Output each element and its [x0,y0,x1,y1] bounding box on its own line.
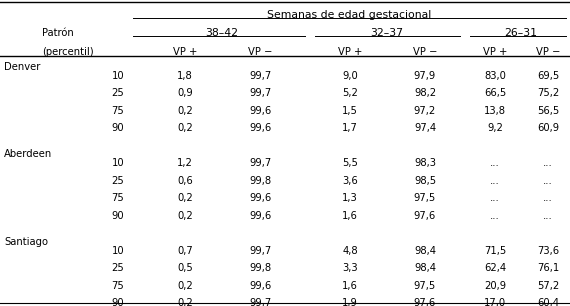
Text: 99,7: 99,7 [249,298,271,306]
Text: 99,7: 99,7 [249,71,271,80]
Text: 75: 75 [112,193,124,203]
Text: 20,9: 20,9 [484,281,506,291]
Text: ...: ... [543,193,553,203]
Text: 83,0: 83,0 [484,71,506,80]
Text: 3,3: 3,3 [342,263,358,273]
Text: VP −: VP − [248,47,272,57]
Text: 0,5: 0,5 [177,263,193,273]
Text: 97,4: 97,4 [414,123,436,133]
Text: 0,7: 0,7 [177,246,193,256]
Text: ...: ... [543,176,553,186]
Text: 69,5: 69,5 [537,71,559,80]
Text: 97,6: 97,6 [414,211,436,221]
Text: 99,8: 99,8 [249,263,271,273]
Text: 10: 10 [112,158,124,168]
Text: Santiago: Santiago [4,237,48,247]
Text: ...: ... [490,211,500,221]
Text: VP +: VP + [173,47,197,57]
Text: (percentil): (percentil) [42,47,93,57]
Text: 99,6: 99,6 [249,123,271,133]
Text: Semanas de edad gestacional: Semanas de edad gestacional [267,10,431,20]
Text: VP −: VP − [536,47,560,57]
Text: 13,8: 13,8 [484,106,506,116]
Text: 1,7: 1,7 [342,123,358,133]
Text: 26–31: 26–31 [504,28,538,38]
Text: 9,0: 9,0 [342,71,358,80]
Text: 98,5: 98,5 [414,176,436,186]
Text: 90: 90 [112,298,124,306]
Text: 25: 25 [112,176,124,186]
Text: 57,2: 57,2 [537,281,559,291]
Text: ...: ... [490,158,500,168]
Text: 98,3: 98,3 [414,158,436,168]
Text: Denver: Denver [4,62,40,72]
Text: 97,5: 97,5 [414,281,436,291]
Text: 99,7: 99,7 [249,88,271,98]
Text: 1,6: 1,6 [342,281,358,291]
Text: 75,2: 75,2 [537,88,559,98]
Text: 66,5: 66,5 [484,88,506,98]
Text: 32–37: 32–37 [370,28,404,38]
Text: 5,2: 5,2 [342,88,358,98]
Text: 99,6: 99,6 [249,106,271,116]
Text: 99,6: 99,6 [249,281,271,291]
Text: 97,5: 97,5 [414,193,436,203]
Text: 0,2: 0,2 [177,106,193,116]
Text: 98,4: 98,4 [414,263,436,273]
Text: 62,4: 62,4 [484,263,506,273]
Text: 98,4: 98,4 [414,246,436,256]
Text: 75: 75 [112,106,124,116]
Text: 9,2: 9,2 [487,123,503,133]
Text: 75: 75 [112,281,124,291]
Text: 1,5: 1,5 [342,106,358,116]
Text: 0,6: 0,6 [177,176,193,186]
Text: 3,6: 3,6 [342,176,358,186]
Text: 0,2: 0,2 [177,123,193,133]
Text: ...: ... [543,211,553,221]
Text: 90: 90 [112,211,124,221]
Text: 76,1: 76,1 [537,263,559,273]
Text: 1,8: 1,8 [177,71,193,80]
Text: 25: 25 [112,263,124,273]
Text: 0,2: 0,2 [177,211,193,221]
Text: 97,6: 97,6 [414,298,436,306]
Text: 98,2: 98,2 [414,88,436,98]
Text: 4,8: 4,8 [342,246,358,256]
Text: 99,7: 99,7 [249,246,271,256]
Text: VP +: VP + [338,47,362,57]
Text: 97,9: 97,9 [414,71,436,80]
Text: Aberdeen: Aberdeen [4,149,52,159]
Text: 60,9: 60,9 [537,123,559,133]
Text: 10: 10 [112,71,124,80]
Text: 1,6: 1,6 [342,211,358,221]
Text: 90: 90 [112,123,124,133]
Text: ...: ... [490,193,500,203]
Text: ...: ... [490,176,500,186]
Text: ...: ... [543,158,553,168]
Text: 38–42: 38–42 [206,28,238,38]
Text: 60,4: 60,4 [537,298,559,306]
Text: 99,8: 99,8 [249,176,271,186]
Text: 25: 25 [112,88,124,98]
Text: 5,5: 5,5 [342,158,358,168]
Text: 99,7: 99,7 [249,158,271,168]
Text: 99,6: 99,6 [249,193,271,203]
Text: 71,5: 71,5 [484,246,506,256]
Text: VP +: VP + [483,47,507,57]
Text: 1,3: 1,3 [342,193,358,203]
Text: 0,9: 0,9 [177,88,193,98]
Text: VP −: VP − [413,47,437,57]
Text: 56,5: 56,5 [537,106,559,116]
Text: 97,2: 97,2 [414,106,436,116]
Text: Patrón: Patrón [42,28,74,38]
Text: 17,0: 17,0 [484,298,506,306]
Text: 1,9: 1,9 [342,298,358,306]
Text: 73,6: 73,6 [537,246,559,256]
Text: 0,2: 0,2 [177,281,193,291]
Text: 0,2: 0,2 [177,193,193,203]
Text: 1,2: 1,2 [177,158,193,168]
Text: 0,2: 0,2 [177,298,193,306]
Text: 99,6: 99,6 [249,211,271,221]
Text: 10: 10 [112,246,124,256]
